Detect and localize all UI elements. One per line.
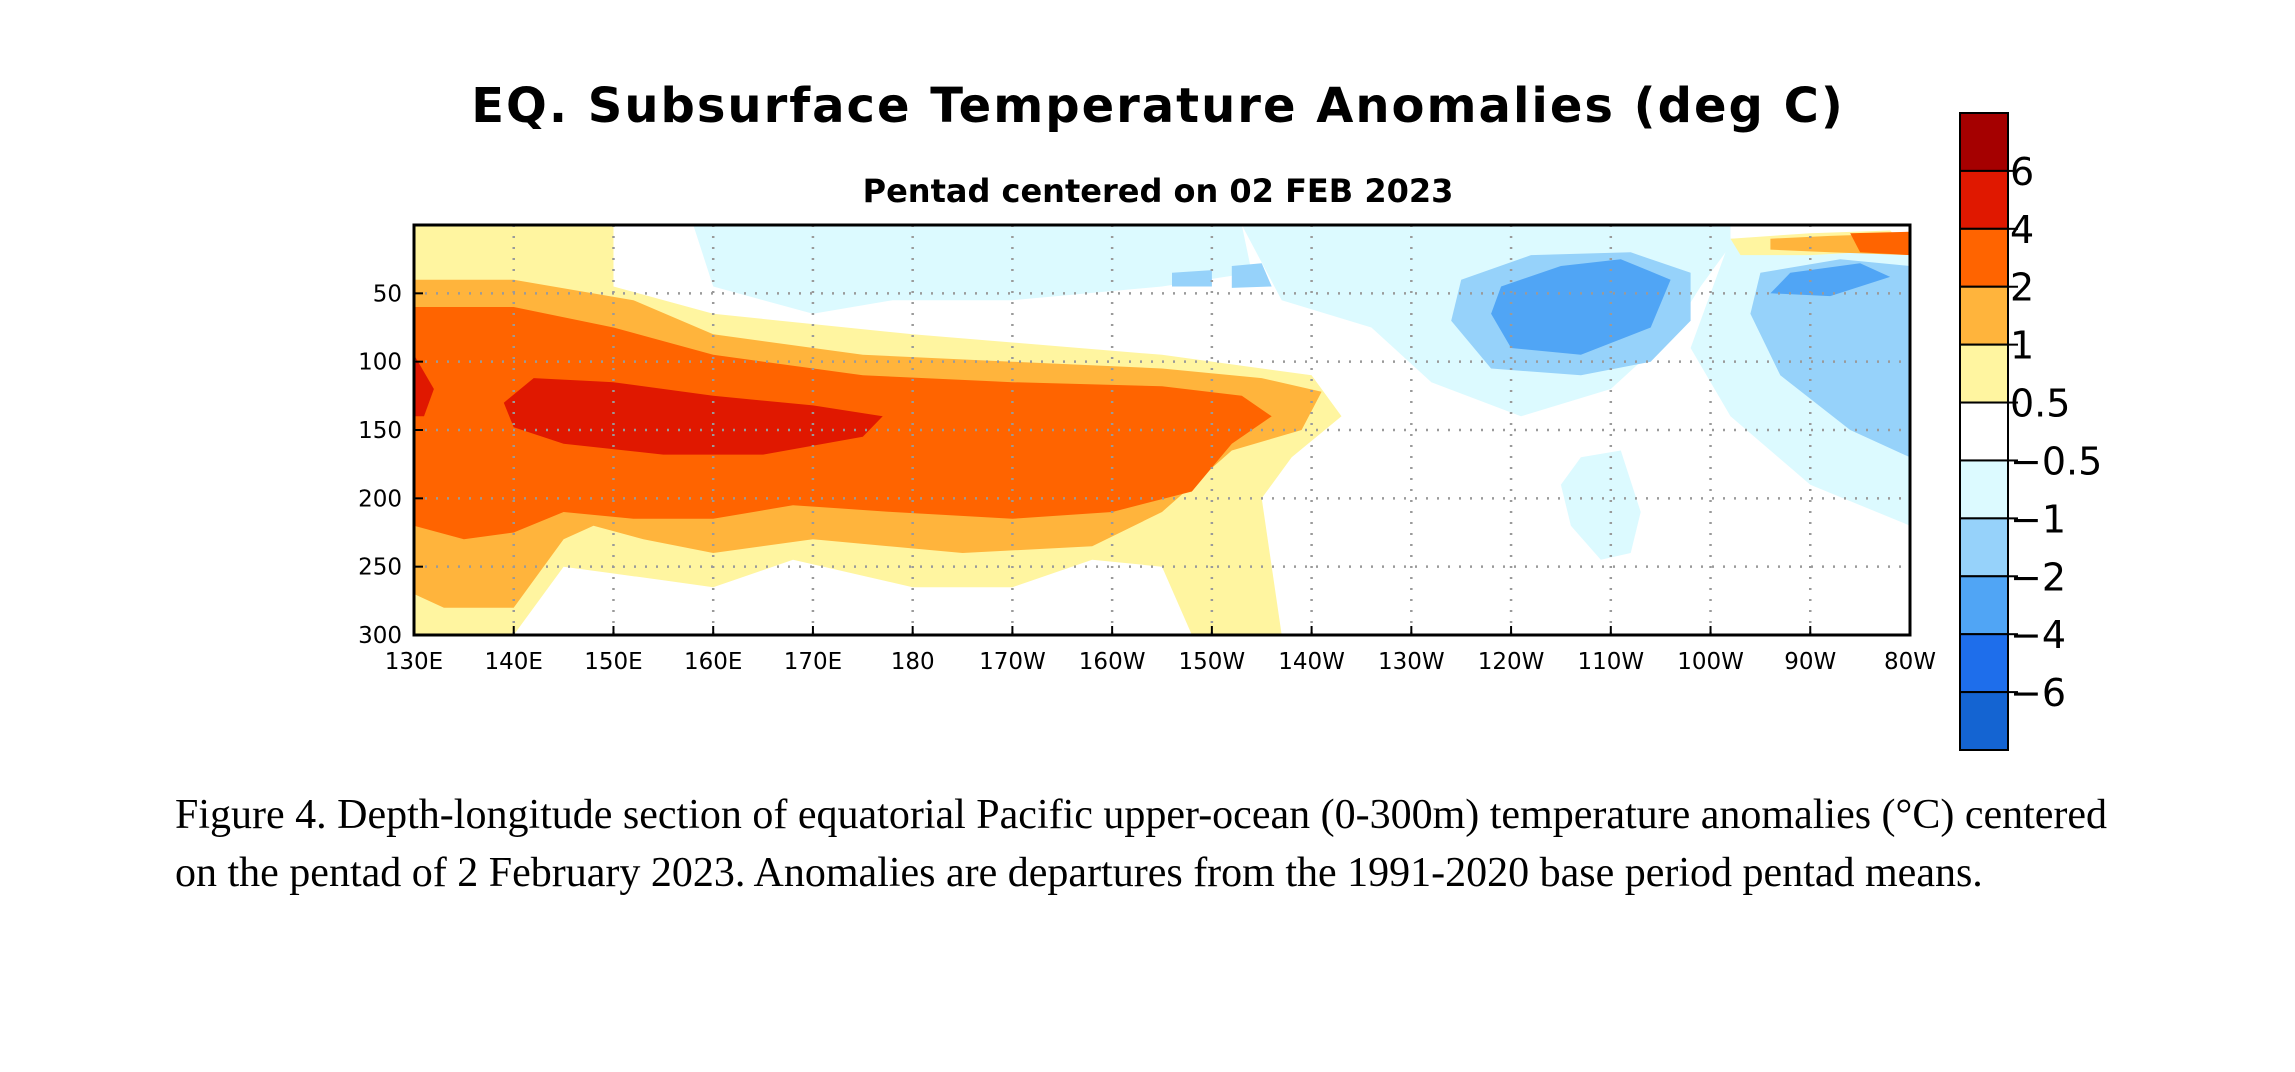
colorbar-segment xyxy=(1959,691,2009,751)
contour-region-cold-1-6 xyxy=(1172,270,1212,287)
chart-title: EQ. Subsurface Temperature Anomalies (de… xyxy=(471,78,1845,134)
y-tick-label: 250 xyxy=(358,555,402,581)
x-tick-label: 80W xyxy=(1884,649,1936,675)
y-tick-label: 100 xyxy=(358,350,402,376)
x-tick-label: 150E xyxy=(584,649,642,675)
contour-region-cold-1-5 xyxy=(1750,259,1910,458)
colorbar-segment xyxy=(1959,343,2009,404)
y-tick-label: 50 xyxy=(373,281,402,307)
colorbar-segment xyxy=(1959,517,2009,578)
y-axis: 50 100 150 200 250 300 xyxy=(358,281,423,649)
contour-region-warm-4-16 xyxy=(414,354,434,417)
x-tick-label: 100W xyxy=(1677,649,1744,675)
contour-region-warm-4-17 xyxy=(503,378,883,455)
x-tick-label: 120W xyxy=(1478,649,1545,675)
colorbar-label: −4 xyxy=(2010,613,2066,657)
contour-region-cold-04-3 xyxy=(1560,450,1641,560)
colorbar-label: −1 xyxy=(2010,497,2066,541)
colorbar-segment xyxy=(1959,401,2009,462)
x-tick-label: 170E xyxy=(784,649,842,675)
y-tick-label: 200 xyxy=(358,486,402,512)
colorbar-label: 6 xyxy=(2010,150,2034,194)
colorbar-segment xyxy=(1959,227,2009,288)
plot-area xyxy=(412,223,1912,637)
colorbar-segment xyxy=(1959,575,2009,636)
colorbar-label: −0.5 xyxy=(2010,439,2102,483)
x-tick-label: 150W xyxy=(1179,649,1246,675)
contour-region-warm-2-15 xyxy=(1850,231,1910,256)
y-tick-label: 300 xyxy=(358,623,402,649)
x-tick-label: 110W xyxy=(1577,649,1644,675)
figure-caption: Figure 4. Depth-longitude section of equ… xyxy=(175,792,2108,896)
x-tick-label: 140E xyxy=(485,649,543,675)
x-tick-label: 130W xyxy=(1378,649,1445,675)
colorbar-segment xyxy=(1959,285,2009,346)
colorbar-label: 2 xyxy=(2010,266,2034,310)
contour-region-cold-2-9 xyxy=(1770,263,1891,297)
colorbar-label: 4 xyxy=(2010,208,2034,252)
colorbar-label: 0.5 xyxy=(2010,382,2070,426)
x-tick-label: 160E xyxy=(684,649,742,675)
x-tick-label: 160W xyxy=(1079,649,1146,675)
colorbar-label: −2 xyxy=(2010,555,2066,599)
colorbar-segment xyxy=(1959,633,2009,694)
colorbar-segment xyxy=(1959,169,2009,230)
x-tick-label: 180 xyxy=(891,649,935,675)
contour-region-cold-1-7 xyxy=(1231,263,1272,288)
x-axis: 130E 140E 150E 160E 170E 180 170W 160W 150W 140W 1… xyxy=(385,626,1936,675)
colorbar: 6 4 2 1 0.5 −0.5 −1 −2 −4 −6 xyxy=(1959,112,2102,751)
colorbar-label: −6 xyxy=(2010,671,2066,715)
colorbar-segment xyxy=(1959,459,2009,520)
figure-chart: EQ. Subsurface Temperature Anomalies (de… xyxy=(358,78,2102,751)
x-tick-label: 170W xyxy=(979,649,1046,675)
colorbar-label: 1 xyxy=(2010,324,2034,368)
x-tick-label: 140W xyxy=(1278,649,1345,675)
x-tick-label: 90W xyxy=(1784,649,1836,675)
colorbar-segment xyxy=(1959,112,2009,172)
y-tick-label: 150 xyxy=(358,418,402,444)
chart-subtitle: Pentad centered on 02 FEB 2023 xyxy=(863,172,1454,210)
x-tick-label: 130E xyxy=(385,649,443,675)
contour-region-cold-2-8 xyxy=(1491,259,1671,355)
gridlines xyxy=(414,225,1910,635)
